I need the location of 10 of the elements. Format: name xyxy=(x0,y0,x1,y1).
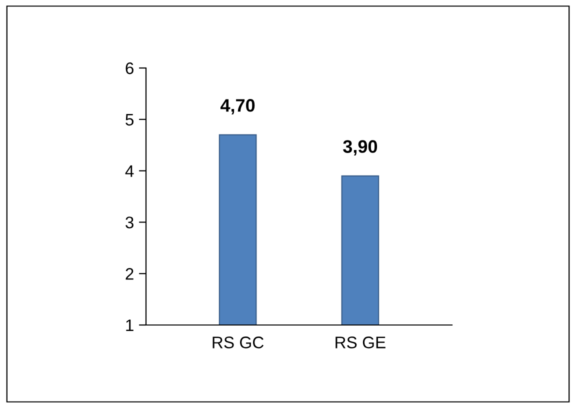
y-tick-label: 1 xyxy=(126,320,134,332)
y-tick-label: 4 xyxy=(125,165,134,177)
y-tick-label: 3 xyxy=(126,216,134,228)
y-tick-label: 2 xyxy=(126,268,134,280)
y-tick-label: 5 xyxy=(126,114,134,126)
x-tick-label: RS GE xyxy=(336,336,386,348)
y-tick-label: 6 xyxy=(126,62,134,74)
x-tick-label: RS GC xyxy=(212,336,264,348)
data-label: 3,90 xyxy=(343,140,378,156)
data-label: 4,70 xyxy=(220,99,255,114)
